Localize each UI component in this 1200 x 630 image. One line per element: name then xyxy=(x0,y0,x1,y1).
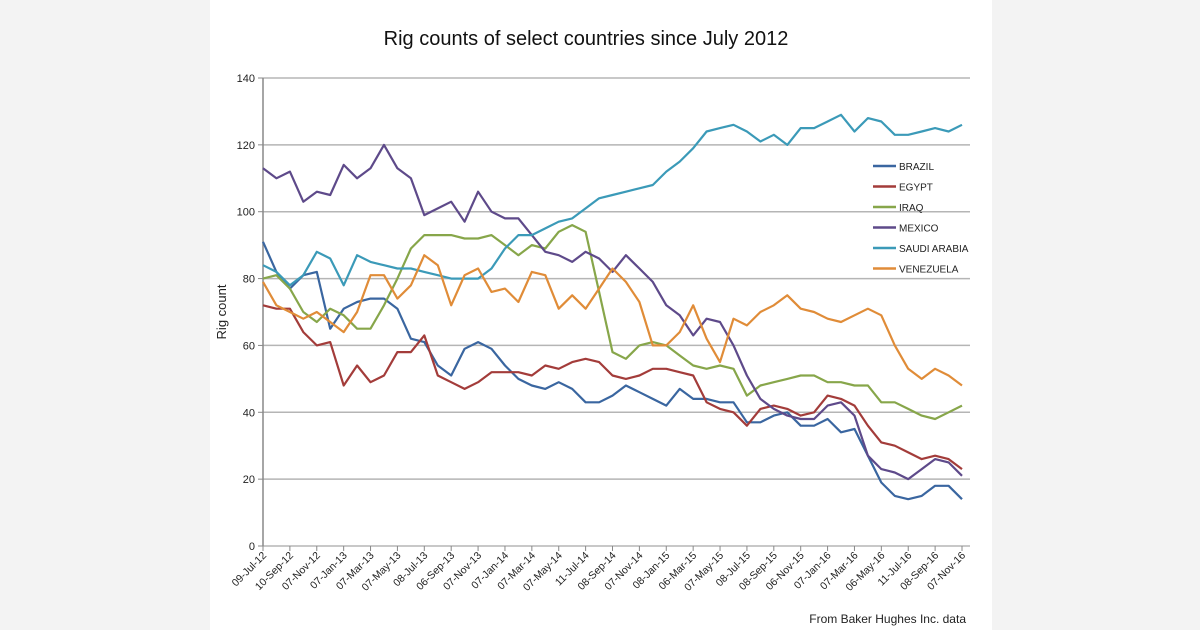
series-line-saudi-arabia xyxy=(262,113,963,287)
legend-label: MEXICO xyxy=(899,224,939,235)
y-axis-label: Rig count xyxy=(214,284,229,339)
y-tick-label: 0 xyxy=(249,541,255,553)
legend-label: IRAQ xyxy=(899,203,924,214)
series-line-venezuela xyxy=(262,254,963,387)
legend-label: VENEZUELA xyxy=(899,265,959,276)
chart-title: Rig counts of select countries since Jul… xyxy=(384,28,789,50)
y-tick-label: 40 xyxy=(243,407,255,419)
legend-label: SAUDI ARABIA xyxy=(899,244,969,255)
series-line-egypt xyxy=(262,304,963,470)
y-tick-label: 20 xyxy=(243,474,255,486)
series-line-iraq xyxy=(262,224,963,421)
y-tick-label: 140 xyxy=(237,73,255,85)
legend-label: EGYPT xyxy=(899,183,933,194)
series-line-brazil xyxy=(261,241,963,501)
y-tick-label: 120 xyxy=(237,140,255,152)
y-tick-label: 80 xyxy=(243,274,255,286)
y-tick-label: 100 xyxy=(237,207,255,219)
y-tick-label: 60 xyxy=(243,340,255,352)
source-note: From Baker Hughes Inc. data xyxy=(809,612,966,626)
series-line-mexico xyxy=(262,143,963,481)
legend-label: BRAZIL xyxy=(899,162,934,173)
